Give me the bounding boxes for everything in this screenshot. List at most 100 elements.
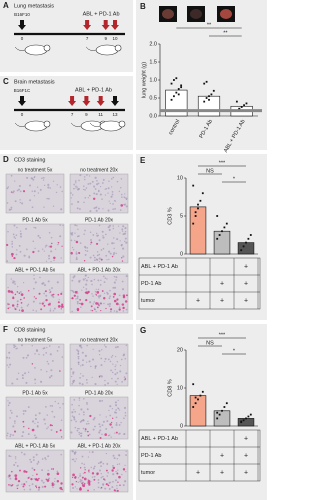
cell	[28, 484, 31, 487]
data-point	[249, 234, 252, 236]
stained-cell	[33, 296, 36, 298]
cell	[91, 283, 93, 286]
cell	[85, 423, 88, 425]
cell	[49, 309, 52, 312]
table-cell: +	[196, 469, 200, 476]
stained-cell	[50, 468, 53, 470]
table-row-label: ABL + PD-1 Ab	[141, 264, 178, 270]
cell	[95, 288, 97, 290]
image-caption: ABL + PD-1 Ab 20x	[77, 443, 121, 449]
cell	[112, 176, 115, 179]
cell	[98, 399, 102, 403]
image-caption: ABL + PD-1 Ab 5x	[15, 443, 56, 449]
stained-cell	[60, 308, 62, 310]
cell	[23, 453, 26, 456]
arrow	[82, 96, 91, 106]
table-cell: +	[196, 297, 200, 304]
stained-cell	[122, 306, 125, 310]
cell	[19, 250, 22, 253]
cell	[13, 464, 16, 466]
stained-cell	[115, 431, 118, 434]
cell	[36, 425, 39, 428]
cell	[115, 346, 117, 349]
cell	[97, 288, 100, 291]
cell	[102, 420, 105, 423]
cell	[15, 234, 18, 237]
cell	[125, 344, 128, 347]
cell	[105, 233, 107, 236]
cell	[9, 433, 12, 436]
day-label: 11	[98, 112, 103, 117]
cell	[61, 190, 63, 193]
cell	[16, 415, 18, 418]
stained-cell	[119, 484, 121, 486]
cell	[107, 226, 110, 229]
cell	[75, 258, 78, 261]
cell	[102, 247, 105, 250]
stained-cell	[113, 489, 116, 492]
stained-cell	[100, 310, 102, 312]
stained-cell	[44, 485, 47, 488]
cell	[72, 487, 75, 490]
stained-cell	[8, 303, 10, 305]
organ	[162, 9, 174, 19]
stained-cell	[22, 420, 25, 423]
cell	[21, 344, 23, 347]
cell	[59, 235, 62, 238]
cell	[51, 405, 54, 407]
cell	[115, 422, 118, 424]
cell	[9, 477, 12, 480]
cell	[100, 357, 103, 360]
cell	[84, 189, 86, 191]
cell	[98, 260, 101, 263]
data-point	[216, 417, 219, 420]
stained-cell	[75, 240, 79, 244]
data-point	[218, 234, 221, 236]
cell	[114, 432, 116, 434]
cell	[83, 201, 85, 204]
cell	[86, 403, 88, 406]
cell	[110, 356, 113, 358]
cell	[108, 488, 111, 491]
significance-label: *	[233, 176, 236, 182]
cell	[88, 194, 91, 197]
stained-cell	[82, 484, 86, 488]
cell	[77, 352, 80, 354]
cell	[32, 300, 35, 303]
cell	[14, 456, 17, 458]
cell	[24, 372, 27, 375]
cell	[95, 232, 98, 235]
stained-cell	[112, 466, 116, 470]
cell	[125, 275, 128, 278]
bar	[189, 395, 207, 427]
stained-cell	[43, 304, 46, 307]
cell	[93, 475, 96, 478]
cell	[120, 187, 122, 189]
cell	[123, 232, 127, 235]
stained-cell	[45, 298, 48, 302]
cell	[111, 426, 114, 429]
cell	[88, 360, 91, 363]
cell	[6, 432, 9, 435]
cell	[74, 410, 77, 413]
data-point	[180, 86, 183, 89]
cell	[33, 278, 35, 280]
stained-cell	[36, 473, 38, 476]
cell	[119, 232, 121, 234]
cell	[91, 476, 94, 478]
cell	[14, 200, 17, 203]
panel-a-bg	[0, 0, 133, 72]
cell	[106, 259, 108, 261]
cell	[89, 182, 92, 185]
stained-cell	[105, 307, 107, 310]
cell	[98, 354, 101, 356]
cell	[89, 243, 92, 246]
cell	[17, 285, 19, 288]
stained-cell	[103, 478, 105, 481]
cell	[93, 185, 96, 188]
data-point	[173, 95, 175, 98]
cell	[109, 310, 112, 313]
cell	[100, 461, 103, 464]
cell	[114, 207, 116, 210]
cell	[34, 367, 36, 369]
